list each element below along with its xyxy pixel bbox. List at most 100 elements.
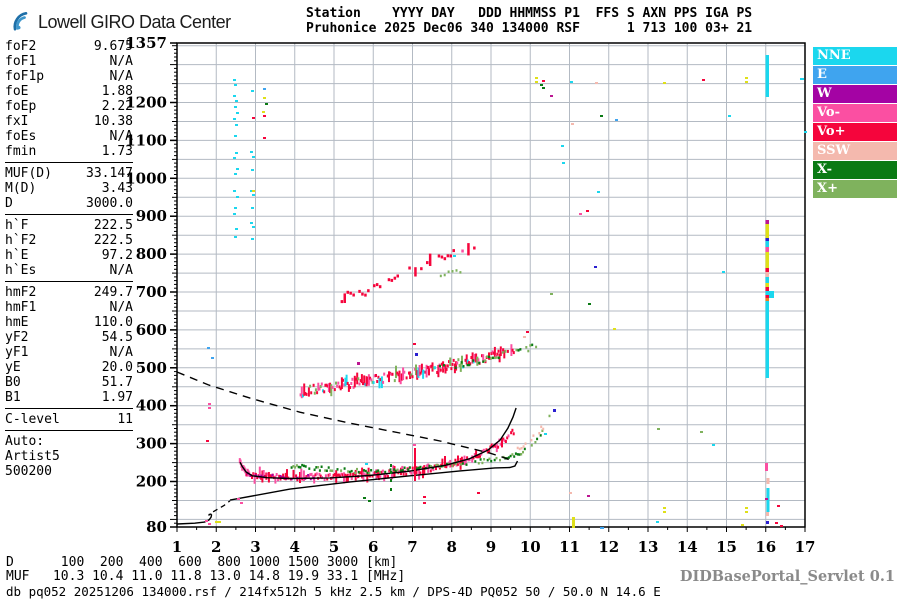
param-row-b0: B0 51.7 [5, 375, 133, 390]
svg-text:1: 1 [172, 538, 182, 556]
param-label: h`F [5, 218, 29, 233]
svg-text:7: 7 [407, 538, 417, 556]
param-separator [5, 162, 133, 163]
param-value: 1.97 [101, 390, 133, 405]
param-row-foep: foEp 2.22 [5, 99, 133, 114]
param-label: foF1 [5, 54, 37, 69]
d-muf-table: D 100 200 400 600 800 1000 1500 3000 [km… [6, 556, 405, 584]
param-value: 222.5 [93, 233, 133, 248]
legend-item-x: X- [813, 161, 897, 179]
svg-text:2: 2 [211, 538, 221, 556]
param-value: 33.147 [86, 166, 133, 181]
param-label: foF2 [5, 39, 37, 54]
param-label: M(D) [5, 181, 37, 196]
lowell-giro-logo: Lowell GIRO Data Center [8, 8, 231, 36]
svg-text:15: 15 [716, 538, 737, 556]
station-header: Station YYYY DAY DDD HHMMSS P1 FFS S AXN… [306, 6, 752, 36]
param-value: 97.2 [101, 248, 133, 263]
auto-scaler-line: 500200 [5, 464, 52, 479]
muf-row: MUF 10.3 10.4 11.0 11.8 13.0 14.8 19.9 3… [6, 569, 406, 584]
auto-scaler-line: Auto: [5, 434, 45, 449]
param-row-ye: yE 20.0 [5, 360, 133, 375]
auto-scaler-line: Artist5 [5, 449, 60, 464]
param-value: N/A [109, 263, 133, 278]
param-value: 1.88 [101, 84, 133, 99]
param-label: fmin [5, 144, 37, 159]
param-row-mufd: MUF(D) 33.147 [5, 166, 133, 181]
svg-text:800: 800 [136, 245, 167, 263]
logo-text: Lowell GIRO Data Center [38, 11, 231, 32]
svg-text:1200: 1200 [125, 94, 167, 112]
giro-wave-icon [8, 8, 34, 36]
param-label: h`F2 [5, 233, 37, 248]
param-value: 2.22 [101, 99, 133, 114]
param-value: 54.5 [101, 330, 133, 345]
param-separator [5, 214, 133, 215]
svg-text:8: 8 [447, 538, 457, 556]
param-row-clevel: C-level 11 [5, 412, 133, 427]
param-label: foE [5, 84, 29, 99]
param-label: yE [5, 360, 21, 375]
param-value: 110.0 [93, 315, 133, 330]
svg-text:1100: 1100 [125, 131, 167, 149]
legend-item-nne: NNE [813, 47, 897, 65]
param-value: 10.38 [93, 114, 133, 129]
station-header-line1: Station YYYY DAY DDD HHMMSS P1 FFS S AXN… [306, 6, 753, 21]
servlet-version-label: DIDBasePortal_Servlet 0.1 [679, 568, 895, 585]
param-label: B1 [5, 390, 21, 405]
param-value: 222.5 [93, 218, 133, 233]
param-value: 1.73 [101, 144, 133, 159]
svg-text:16: 16 [755, 538, 776, 556]
svg-text:9: 9 [486, 538, 496, 556]
svg-text:6: 6 [368, 538, 378, 556]
svg-text:4: 4 [290, 538, 300, 556]
svg-text:80: 80 [146, 518, 167, 536]
station-header-line2: Pruhonice 2025 Dec06 340 134000 RSF 1 71… [306, 21, 753, 36]
param-label: foEs [5, 129, 37, 144]
svg-text:14: 14 [677, 538, 698, 556]
param-row-md: M(D) 3.43 [5, 181, 133, 196]
param-row-fmin: fmin 1.73 [5, 144, 133, 159]
param-label: foEp [5, 99, 37, 114]
param-value: 11 [117, 412, 133, 427]
param-row-fof1: foF1 N/A [5, 54, 133, 69]
param-value: 3000.0 [86, 196, 133, 211]
legend-item-e: E [813, 66, 897, 84]
param-row-fof1p: foF1p N/A [5, 69, 133, 84]
param-label: yF2 [5, 330, 29, 345]
param-value: N/A [109, 69, 133, 84]
param-label: D [5, 196, 13, 211]
param-label: yF1 [5, 345, 29, 360]
param-separator [5, 281, 133, 282]
measurement-info-line: db pq052 20251206 134000.rsf / 214fx512h… [6, 584, 661, 599]
svg-text:500: 500 [136, 359, 167, 377]
param-row-hf2: h`F2 222.5 [5, 233, 133, 248]
legend-item-vo: Vo- [813, 104, 897, 122]
svg-text:13: 13 [638, 538, 659, 556]
legend-item-vo: Vo+ [813, 123, 897, 141]
echo-type-legend: NNE E W Vo- Vo+ SSW X- X+ [813, 47, 897, 199]
param-label: MUF(D) [5, 166, 52, 181]
param-label: hmF2 [5, 285, 37, 300]
svg-text:11: 11 [559, 538, 580, 556]
param-label: fxI [5, 114, 29, 129]
param-row-fof2: foF2 9.675 [5, 39, 133, 54]
svg-text:300: 300 [136, 435, 167, 453]
param-label: foF1p [5, 69, 45, 84]
svg-text:5: 5 [329, 538, 339, 556]
param-value: N/A [109, 345, 133, 360]
param-row-hf: h`F 222.5 [5, 218, 133, 233]
param-row-foe: foE 1.88 [5, 84, 133, 99]
param-row-fxi: fxI 10.38 [5, 114, 133, 129]
param-row-hes: h`Es N/A [5, 263, 133, 278]
legend-item-w: W [813, 85, 897, 103]
param-row-hme: hmE 110.0 [5, 315, 133, 330]
param-label: h`Es [5, 263, 37, 278]
param-label: hmE [5, 315, 29, 330]
svg-text:200: 200 [136, 473, 167, 491]
param-row-yf1: yF1 N/A [5, 345, 133, 360]
param-label: hmF1 [5, 300, 37, 315]
svg-text:17: 17 [795, 538, 816, 556]
